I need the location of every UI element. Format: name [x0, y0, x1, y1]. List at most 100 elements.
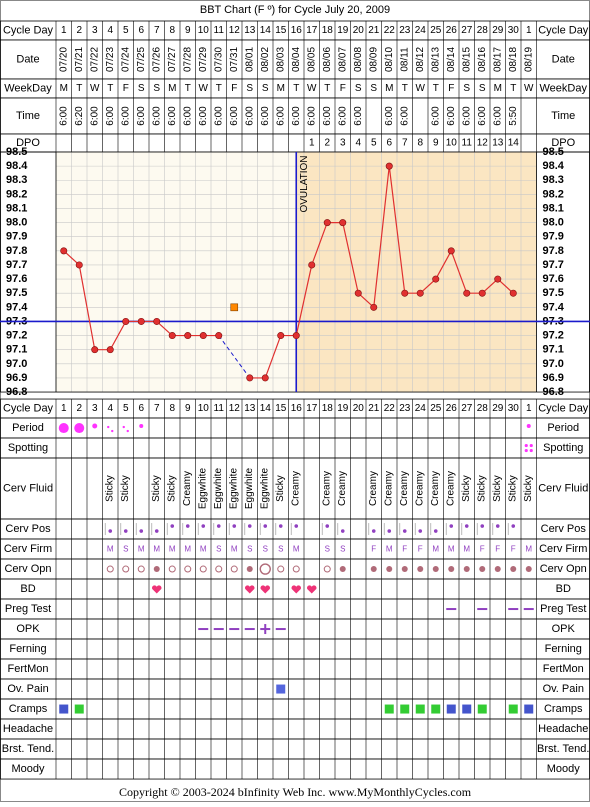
row-label-fertmon: FertMon — [8, 663, 49, 675]
y-tick-label-right: 98.4 — [543, 160, 565, 172]
date-cell: 08/12 — [415, 47, 426, 72]
cramps-marker — [400, 704, 410, 714]
date-cell: 07/28 — [182, 47, 193, 72]
y-tick-label-right: 98.3 — [543, 174, 564, 186]
cerv-fluid-cell: Sticky — [151, 475, 162, 502]
cycle_day-cell-bottom: 19 — [337, 403, 349, 414]
row-label-right-headache: Headache — [538, 723, 588, 735]
cerv-firm-cell: M — [386, 545, 393, 554]
date-cell: 07/29 — [198, 47, 209, 72]
temperature-point — [215, 332, 223, 340]
cerv-opn-open-marker — [168, 565, 176, 573]
cerv-pos-marker — [247, 524, 252, 528]
cerv-fluid-cell: Creamy — [182, 471, 193, 506]
temperature-point — [153, 317, 161, 325]
row-label-right-fertmon: FertMon — [543, 663, 584, 675]
row-label-right-time: Time — [551, 110, 575, 122]
temperature-point — [354, 289, 362, 297]
cerv-fluid-cell: Creamy — [337, 471, 348, 506]
row-label-cramps: Cramps — [9, 703, 48, 715]
cerv-fluid-cell: Sticky — [167, 475, 178, 502]
cerv-opn-closed-marker — [386, 566, 393, 573]
cerv-opn-closed-marker — [153, 566, 160, 573]
cerv-pos-marker — [139, 529, 144, 533]
cerv-fluid-cell: Creamy — [384, 471, 395, 506]
temperature-point — [432, 275, 440, 283]
cerv-pos-marker — [387, 529, 392, 533]
cycle_day-cell-bottom: 23 — [399, 403, 411, 414]
cerv-opn-closed-marker — [401, 566, 408, 573]
dpo-cell: 8 — [417, 138, 423, 149]
cycle_day-cell-bottom: 27 — [461, 403, 473, 414]
temperature-point — [323, 219, 331, 227]
temperature-point — [106, 346, 114, 354]
y-tick-label: 97.5 — [6, 287, 27, 299]
time-cell: 6:00 — [105, 106, 116, 126]
temperature-gap-line — [218, 335, 251, 379]
time-cell: 6:00 — [89, 106, 100, 126]
row-label-headache: Headache — [3, 723, 53, 735]
dpo-cell: 13 — [492, 138, 504, 149]
bd-heart-icon — [291, 585, 302, 594]
cycle_day-cell-bottom: 9 — [185, 403, 191, 414]
row-label-right-spotting: Spotting — [543, 442, 583, 454]
temperature-point — [137, 317, 145, 325]
time-cell: 6:00 — [430, 106, 441, 126]
row-label-time: Time — [16, 110, 40, 122]
cycle_day-cell-bottom: 16 — [291, 403, 303, 414]
cycle_day-cell-bottom: 4 — [107, 403, 113, 414]
temperature-point — [184, 332, 192, 340]
cerv-opn-open-marker — [292, 565, 300, 573]
cerv-firm-cell: F — [418, 545, 423, 554]
cycle_day-cell: 20 — [353, 25, 365, 36]
date-cell: 08/13 — [430, 47, 441, 72]
cerv-firm-cell: M — [293, 545, 300, 554]
cycle_day-cell: 11 — [214, 25, 225, 36]
chart-title: BBT Chart (F º) for Cycle July 20, 2009 — [200, 4, 390, 16]
cycle_day-cell: 6 — [138, 25, 144, 36]
cramps-marker — [508, 704, 518, 714]
weekday-cell: S — [370, 83, 377, 94]
cerv-opn-closed-marker — [417, 566, 424, 573]
weekday-cell: S — [355, 83, 362, 94]
bd-heart-icon — [306, 585, 317, 594]
temperature-point — [416, 289, 424, 297]
time-cell: 6:00 — [151, 106, 162, 126]
weekday-cell: M — [494, 83, 502, 94]
cerv-firm-cell: M — [432, 545, 439, 554]
cycle_day-cell: 5 — [123, 25, 129, 36]
date-cell: 08/17 — [492, 47, 503, 72]
row-label-right-weekday: WeekDay — [540, 83, 588, 95]
temperature-point — [478, 289, 486, 297]
cycle_day-cell: 4 — [107, 25, 113, 36]
temperature-point — [277, 332, 285, 340]
row-label-right-cycle_day: Cycle Day — [538, 403, 589, 415]
cerv-opn-closed-marker — [494, 566, 501, 573]
cerv-firm-cell: M — [184, 545, 191, 554]
discarded-temperature — [230, 303, 239, 312]
row-label-preg_test: Preg Test — [5, 603, 51, 615]
cerv-opn-open-marker — [323, 565, 331, 573]
cycle_day-cell: 27 — [461, 25, 473, 36]
y-tick-label-right: 98.2 — [543, 188, 564, 200]
y-tick-label-right: 96.8 — [543, 386, 564, 398]
cerv-firm-cell: S — [325, 545, 330, 554]
dpo-cell: 11 — [462, 138, 473, 149]
spotting-marker — [524, 443, 528, 448]
cycle_day-cell: 16 — [291, 25, 303, 36]
cycle_day-cell-bottom: 8 — [169, 403, 175, 414]
y-tick-label-right: 97.2 — [543, 330, 564, 342]
cerv-opn-wide-marker — [259, 563, 271, 575]
y-tick-label-right: 97.6 — [543, 273, 564, 285]
weekday-cell: M — [385, 83, 393, 94]
temperature-point — [60, 247, 68, 255]
cerv-pos-marker — [340, 529, 345, 533]
time-cell: 6:00 — [58, 106, 69, 126]
period-spot-marker — [526, 424, 531, 429]
cerv-opn-closed-marker — [525, 566, 532, 573]
cerv-pos-marker — [123, 529, 128, 533]
temperature-point — [261, 374, 269, 382]
cerv-opn-open-marker — [122, 565, 130, 573]
weekday-cell: M — [277, 83, 285, 94]
cycle_day-cell-bottom: 18 — [322, 403, 334, 414]
